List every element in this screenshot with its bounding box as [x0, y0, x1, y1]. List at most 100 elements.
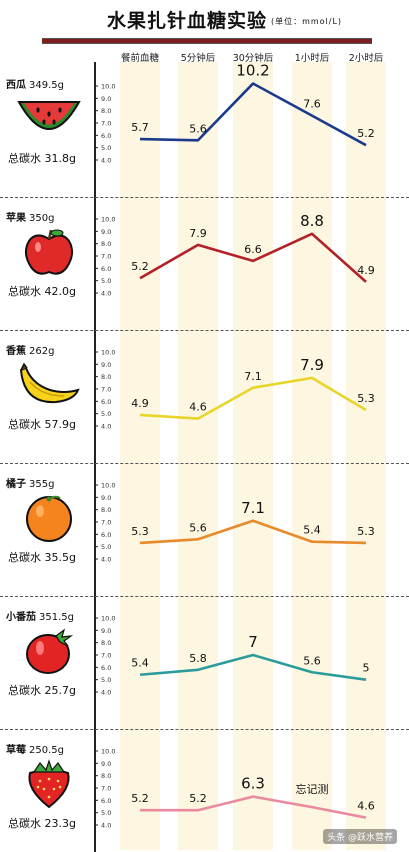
y-tick-label: 5.0	[101, 543, 111, 551]
data-label: 8.8	[300, 212, 324, 230]
y-tick-label: 7.0	[101, 120, 111, 128]
y-tick-label: 7.0	[101, 386, 111, 394]
y-tick-label: 9.0	[101, 760, 111, 768]
data-label: 7.1	[241, 499, 265, 517]
fruit-weight: 262g	[29, 346, 55, 357]
y-tick-label: 7.0	[101, 785, 111, 793]
data-label: 6.6	[244, 243, 262, 256]
column-header: 餐前血糖	[120, 53, 160, 64]
y-tick-label: 4.0	[101, 556, 111, 564]
fruit-weight: 250.5g	[29, 745, 64, 756]
column-headers: 餐前血糖 5分钟后 30分钟后 1小时后 2小时后	[0, 50, 409, 64]
data-label: 5.6	[303, 654, 321, 667]
y-tick-label: 6.0	[101, 531, 111, 539]
data-label: 4.6	[189, 401, 207, 414]
fruit-name-label: 橘子	[6, 479, 26, 490]
data-label: 4.9	[131, 397, 149, 410]
fruit-name-label: 西瓜	[6, 80, 26, 91]
y-tick-label: 5.0	[101, 676, 111, 684]
data-label: 7	[248, 633, 258, 651]
y-tick-label: 9.0	[101, 627, 111, 635]
data-label: 7.6	[303, 98, 321, 111]
data-label: 5.6	[189, 521, 207, 534]
fruit-name-label: 草莓	[6, 745, 26, 756]
row-separator	[0, 330, 409, 331]
data-label: 7.1	[244, 370, 262, 383]
y-tick-label: 6.0	[101, 132, 111, 140]
banana-icon	[16, 360, 82, 410]
y-tick-label: 4.0	[101, 157, 111, 165]
fruit-name: 橘子 355g	[6, 475, 54, 490]
data-label: 5.3	[357, 525, 375, 538]
column-header: 5分钟后	[180, 53, 216, 64]
data-label: 4.9	[357, 264, 375, 277]
y-tick-label: 4.0	[101, 822, 111, 830]
y-tick-label: 8.0	[101, 240, 111, 248]
fruit-name: 西瓜 349.5g	[6, 76, 64, 91]
y-tick-label: 7.0	[101, 519, 111, 527]
data-label: 4.6	[357, 800, 375, 813]
row-separator	[0, 197, 409, 198]
y-tick-label: 8.0	[101, 373, 111, 381]
y-axis-line	[94, 62, 96, 852]
fruit-name-label: 苹果	[6, 213, 26, 224]
y-tick-label: 8.0	[101, 639, 111, 647]
carb-label: 总碳水 57.9g	[8, 418, 76, 431]
column-header: 30分钟后	[232, 53, 274, 64]
data-label: 5.8	[189, 652, 207, 665]
apple-icon	[16, 227, 82, 277]
data-label: 7.9	[189, 227, 207, 240]
y-tick-label: 5.0	[101, 809, 111, 817]
column-band-3	[292, 62, 332, 850]
fruit-name: 小番茄 351.5g	[6, 608, 74, 623]
data-label: 5.2	[131, 792, 149, 805]
row-separator	[0, 596, 409, 597]
y-tick-label: 10.0	[101, 482, 115, 490]
y-tick-label: 10.0	[101, 216, 115, 224]
column-header: 1小时后	[294, 53, 330, 64]
y-tick-label: 6.0	[101, 797, 111, 805]
fruit-name-label: 小番茄	[6, 612, 36, 623]
series-line	[139, 376, 367, 420]
fruit-weight: 349.5g	[29, 80, 64, 91]
data-label: 5	[363, 662, 370, 675]
y-tick-label: 4.0	[101, 423, 111, 431]
y-tick-label: 6.0	[101, 664, 111, 672]
y-tick-label: 9.0	[101, 228, 111, 236]
carb-label: 总碳水 25.7g	[8, 684, 76, 697]
data-label: 10.2	[236, 62, 269, 80]
row-separator	[0, 463, 409, 464]
column-band-0	[120, 62, 160, 850]
data-label: 5.4	[131, 657, 149, 670]
y-tick-label: 7.0	[101, 652, 111, 660]
carb-label: 总碳水 42.0g	[8, 285, 76, 298]
data-label: 5.2	[131, 260, 149, 273]
title-divider	[42, 38, 372, 44]
data-label: 5.2	[189, 792, 207, 805]
data-label: 5.2	[357, 127, 375, 140]
y-tick-label: 10.0	[101, 83, 115, 91]
fruit-name: 苹果 350g	[6, 209, 54, 224]
data-label: 7.9	[300, 356, 324, 374]
watermelon-icon	[16, 94, 82, 144]
y-tick-label: 5.0	[101, 277, 111, 285]
y-tick-label: 7.0	[101, 253, 111, 261]
fruit-name-label: 香蕉	[6, 346, 26, 357]
data-label: 5.3	[131, 525, 149, 538]
y-tick-label: 4.0	[101, 290, 111, 298]
y-tick-label: 10.0	[101, 748, 115, 756]
row-separator	[0, 729, 409, 730]
y-tick-label: 9.0	[101, 494, 111, 502]
fruit-name: 草莓 250.5g	[6, 741, 64, 756]
series-line	[139, 653, 367, 681]
carb-label: 总碳水 35.5g	[8, 551, 76, 564]
fruit-weight: 350g	[29, 213, 55, 224]
series-line	[139, 82, 367, 147]
series-line	[139, 519, 367, 545]
column-band-1	[178, 62, 218, 850]
y-tick-label: 8.0	[101, 107, 111, 115]
fruit-weight: 351.5g	[39, 612, 74, 623]
orange-icon	[16, 493, 82, 543]
column-band-4	[346, 62, 386, 850]
